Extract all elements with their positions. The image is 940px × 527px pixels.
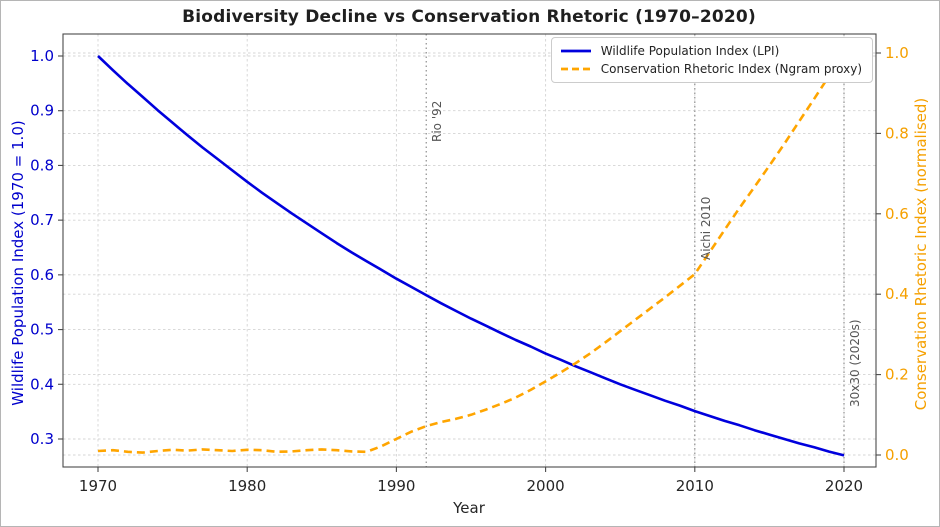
x-tick-label: 2020 <box>825 477 863 495</box>
left-tick-label: 0.3 <box>30 430 54 448</box>
annotation-label: Rio '92 <box>430 100 445 142</box>
legend-entry: Wildlife Population Index (LPI) <box>560 44 862 58</box>
legend: Wildlife Population Index (LPI) Conservat… <box>550 37 873 83</box>
legend-swatch <box>560 49 591 53</box>
right-tick-label: 0.8 <box>885 124 909 142</box>
right-tick-label: 0.4 <box>885 285 909 303</box>
x-tick-label: 1970 <box>79 477 117 495</box>
legend-label: Conservation Rhetoric Index (Ngram proxy… <box>600 62 862 76</box>
right-tick-label: 0.0 <box>885 446 909 464</box>
lpi-line <box>97 55 845 457</box>
left-axis-label: Wildlife Population Index (1970 = 1.0) <box>9 120 27 406</box>
x-tick-label: 1980 <box>228 477 266 495</box>
x-tick-label: 2000 <box>527 477 565 495</box>
rhetoric-line <box>97 52 846 454</box>
left-tick-label: 0.4 <box>30 375 54 393</box>
x-tick-label: 2010 <box>676 477 714 495</box>
left-tick-label: 1.0 <box>30 47 54 65</box>
plot-spines <box>62 33 877 468</box>
right-tick-label: 1.0 <box>885 44 909 62</box>
right-tick-label: 0.2 <box>885 366 909 384</box>
left-tick-label: 0.6 <box>30 266 54 284</box>
annotation-label: Aichi 2010 <box>698 196 713 260</box>
left-tick-label: 0.5 <box>30 321 54 339</box>
right-tick-label: 0.6 <box>885 205 909 223</box>
left-tick-label: 0.9 <box>30 102 54 120</box>
annotation-label: 30x30 (2020s) <box>848 319 862 407</box>
x-tick-label: 1990 <box>377 477 415 495</box>
left-tick-label: 0.8 <box>30 156 54 174</box>
chart-title: Biodiversity Decline vs Conservation Rhe… <box>182 7 756 27</box>
legend-entry: Conservation Rhetoric Index (Ngram proxy… <box>560 62 862 76</box>
legend-swatch <box>560 67 591 71</box>
right-axis-label: Conservation Rhetoric Index (normalised) <box>912 97 930 411</box>
x-axis-label: Year <box>453 499 485 517</box>
legend-label: Wildlife Population Index (LPI) <box>600 44 780 58</box>
left-tick-label: 0.7 <box>30 211 54 229</box>
